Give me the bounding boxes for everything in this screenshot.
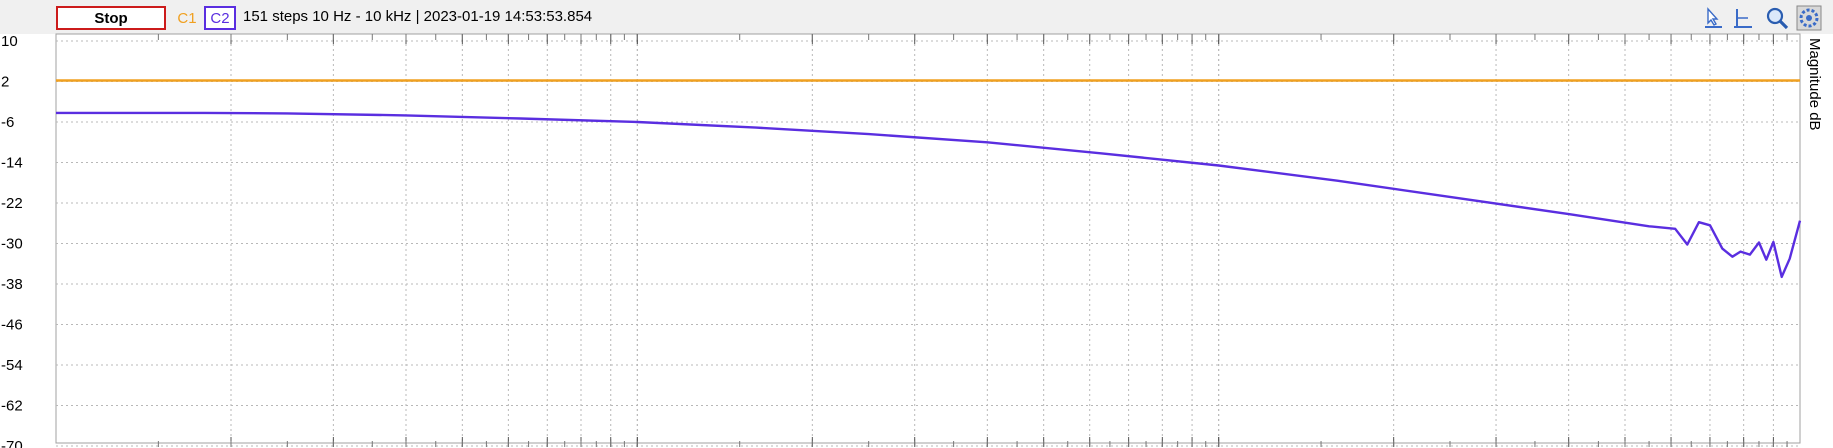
- y-tick-label: 2: [1, 74, 9, 91]
- stop-button[interactable]: Stop: [56, 6, 166, 30]
- y-tick-label: -30: [1, 236, 23, 253]
- y-tick-label: -46: [1, 317, 23, 334]
- channel2-toggle[interactable]: C2: [204, 6, 236, 30]
- toolbar: Stop C1 C2 151 steps 10 Hz - 10 kHz | 20…: [0, 0, 1833, 34]
- channel1-toggle[interactable]: C1: [177, 9, 197, 27]
- series-line-c2: [56, 111, 1802, 279]
- y-tick-label: -62: [1, 398, 23, 415]
- cursor-icon[interactable]: [1700, 5, 1726, 31]
- y-tick-label: -22: [1, 195, 23, 212]
- y-tick-label: -6: [1, 114, 14, 131]
- y-tick-label: -70: [1, 438, 23, 448]
- settings-icon[interactable]: [1796, 5, 1822, 31]
- zoom-icon[interactable]: [1764, 5, 1790, 31]
- y-tick-label: 10: [1, 33, 18, 50]
- y-axis-title: Magnitude dB: [1806, 38, 1823, 131]
- y-tick-label: -14: [1, 155, 23, 172]
- y-tick-label: -54: [1, 357, 23, 374]
- marker-icon[interactable]: [1730, 5, 1756, 31]
- y-tick-label: -38: [1, 276, 23, 293]
- sweep-info: 151 steps 10 Hz - 10 kHz | 2023-01-19 14…: [243, 8, 593, 25]
- plot-area: [55, 33, 1801, 444]
